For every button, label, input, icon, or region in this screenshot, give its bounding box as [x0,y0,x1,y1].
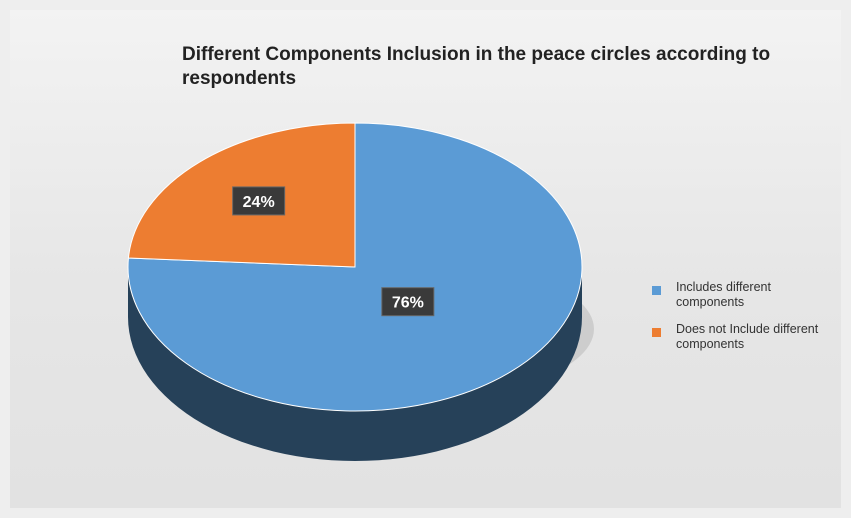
legend-item-not-include: Does not Include different components [652,322,841,352]
legend-swatch-includes [652,286,661,295]
data-label-1: 24% [232,186,286,216]
data-label-0: 76% [381,287,435,317]
legend-item-includes: Includes different components [652,280,841,310]
legend-label-not-include: Does not Include different components [676,322,819,351]
data-label-text-1: 24% [243,194,275,211]
legend: Includes different components Does not I… [652,280,841,352]
chart-title: Different Components Inclusion in the pe… [182,44,771,89]
data-label-box-1 [232,186,286,216]
legend-swatch-not-include [652,328,661,337]
pie-chart: 76% 24% [127,122,594,461]
chart-panel: Different Components Inclusion in the pe… [10,10,841,508]
data-label-text-0: 76% [392,295,424,312]
pie-slice-0 [127,122,583,412]
legend-label-includes: Includes different components [676,280,771,309]
pie-side-0 [128,267,582,461]
data-label-box-0 [381,287,435,317]
